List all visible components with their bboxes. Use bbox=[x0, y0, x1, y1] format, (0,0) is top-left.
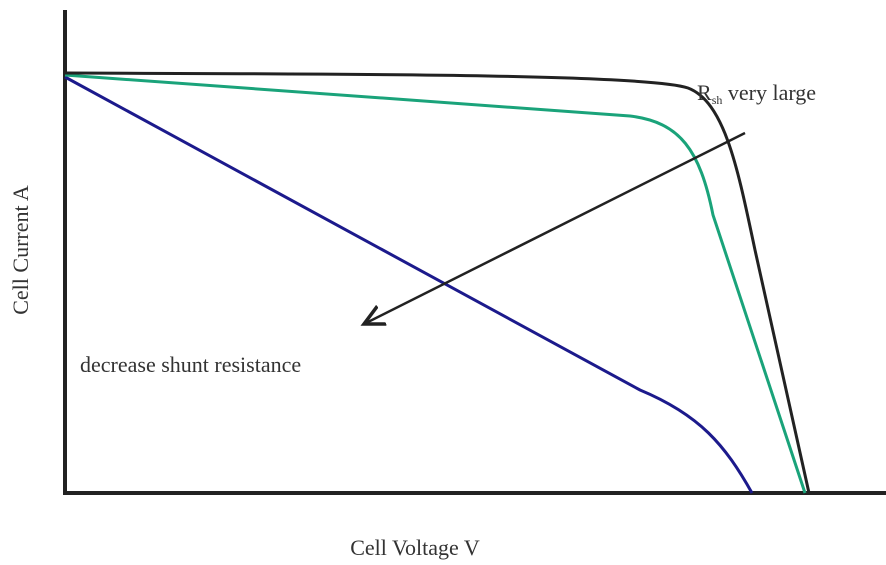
y-axis-label: Cell Current A bbox=[8, 185, 33, 315]
arrow-label: decrease shunt resistance bbox=[80, 352, 301, 377]
arrow bbox=[364, 131, 746, 324]
rsh-symbol: R bbox=[697, 80, 712, 105]
rsh-text: very large bbox=[722, 80, 816, 105]
x-axis-label: Cell Voltage V bbox=[350, 535, 480, 560]
curve-mid-shunt bbox=[64, 73, 807, 494]
rsh-label: Rsh very large bbox=[697, 80, 816, 107]
curve-low-shunt bbox=[64, 75, 754, 494]
curve-high-shunt bbox=[64, 71, 811, 494]
rsh-subscript: sh bbox=[712, 93, 723, 107]
